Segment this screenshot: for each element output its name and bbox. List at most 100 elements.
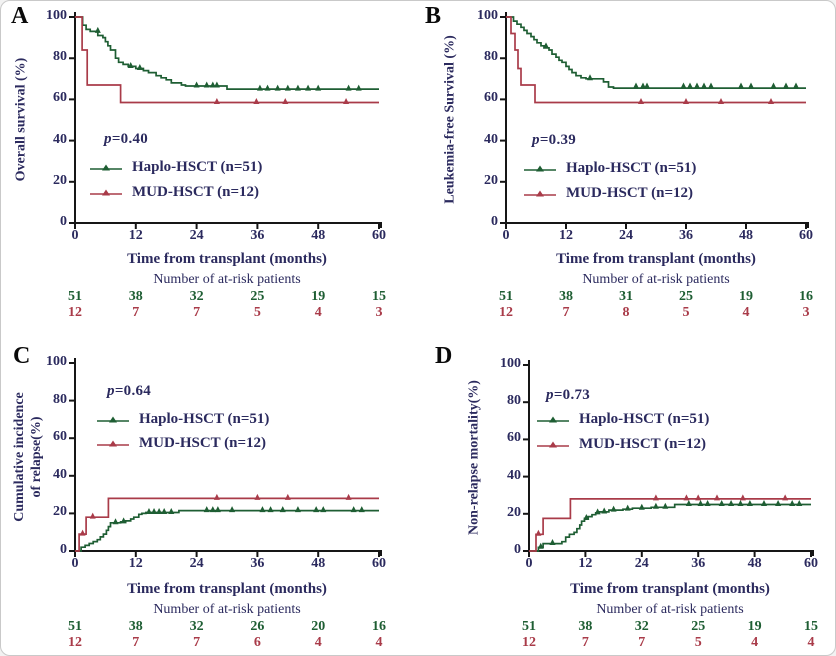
censor-mark <box>685 500 692 506</box>
censor-mark <box>264 84 271 91</box>
y-tick-label: 0 <box>514 542 521 557</box>
at-risk-count: 16 <box>372 619 386 634</box>
at-risk-count: 51 <box>68 289 82 304</box>
censor-mark <box>746 500 753 506</box>
x-tick-label: 48 <box>311 228 326 243</box>
x-tick-label: 24 <box>634 556 649 571</box>
censor-mark <box>662 502 669 509</box>
censor-mark <box>728 500 735 506</box>
at-risk-count: 4 <box>751 635 759 650</box>
legend-mud: MUD-HSCT (n=12) <box>523 185 693 202</box>
censor-mark <box>203 81 210 88</box>
censor-mark <box>687 82 693 89</box>
y-tick-label: 60 <box>507 430 521 446</box>
censor-mark <box>209 81 216 88</box>
at-risk-count: 32 <box>189 619 204 634</box>
km-curve-haplo <box>506 16 806 89</box>
p-symbol: p <box>104 131 112 147</box>
censor-mark <box>782 494 789 501</box>
at-risk-count: 8 <box>622 305 630 320</box>
y-tick-label: 20 <box>53 172 67 188</box>
panel-leukemia-free-survival: B Leukemia-free Survival (%) p=0.39 Hapl… <box>419 1 835 329</box>
at-risk-count: 7 <box>132 635 140 650</box>
censor-mark <box>652 502 659 509</box>
legend-haplo-label: Haplo-HSCT (n=51) <box>139 411 270 427</box>
x-tick-label: 24 <box>189 556 204 571</box>
y-tick-label: 20 <box>53 504 67 520</box>
legend-haplo: Haplo-HSCT (n=51) <box>523 160 696 177</box>
x-tick-label: 12 <box>128 556 143 571</box>
at-risk-title: Number of at-risk patients <box>153 272 301 287</box>
y-tick-label: 20 <box>507 504 521 520</box>
x-tick-label: 12 <box>578 556 593 571</box>
axes <box>74 358 382 556</box>
mud-marker-icon <box>90 189 122 195</box>
censor-mark <box>680 82 687 89</box>
haplo-marker-icon <box>97 416 129 422</box>
km-curve-mud <box>75 16 379 104</box>
haplo-marker-icon <box>537 416 569 422</box>
at-risk-count: 12 <box>68 635 82 650</box>
censor-mark <box>694 82 700 89</box>
x-axis-title: Time from transplant (months) <box>556 251 756 267</box>
censor-mark <box>718 97 724 104</box>
p-value: p=0.73 <box>546 387 590 404</box>
p-value: p=0.39 <box>532 132 576 149</box>
censor-mark <box>652 494 659 501</box>
x-axis-title: Time from transplant (months) <box>127 581 327 597</box>
at-risk-count: 7 <box>193 305 201 320</box>
censor-mark <box>145 507 152 514</box>
censor-mark <box>89 512 96 519</box>
at-risk-title: Number of at-risk patients <box>596 602 744 617</box>
axes <box>528 360 814 556</box>
censor-mark <box>796 500 803 506</box>
x-tick-label: 48 <box>739 228 753 243</box>
panel-label: A <box>11 3 29 29</box>
p-number: =0.64 <box>114 383 152 399</box>
y-tick-label: 80 <box>507 393 521 409</box>
panel-cumulative-incidence-relapse: C Cumulative incidence of relapse(%) p=0… <box>1 331 419 655</box>
km-curve-mud <box>529 498 811 552</box>
at-risk-title: Number of at-risk patients <box>153 602 301 617</box>
y-tick-label: 60 <box>484 90 498 106</box>
km-curve-haplo <box>75 16 379 90</box>
censor-mark <box>770 82 777 89</box>
at-risk-count: 19 <box>747 619 762 634</box>
at-risk-count: 20 <box>311 619 326 634</box>
x-axis-title: Time from transplant (months) <box>570 581 770 597</box>
p-value: p=0.40 <box>104 131 148 148</box>
p-number: =0.73 <box>553 387 591 403</box>
km-curve-mud <box>506 16 806 104</box>
haplo-marker-icon <box>524 165 556 171</box>
mud-marker-icon <box>97 440 129 446</box>
y-tick-label: 100 <box>500 356 521 371</box>
censor-mark <box>136 64 143 70</box>
at-risk-count: 51 <box>68 619 82 634</box>
censor-mark <box>638 97 644 104</box>
legend-haplo-label: Haplo-HSCT (n=51) <box>132 159 263 175</box>
censor-mark <box>313 506 320 513</box>
at-risk-count: 3 <box>802 305 810 320</box>
censor-mark <box>789 500 796 506</box>
y-tick-label: 0 <box>491 214 498 229</box>
censor-mark <box>718 500 725 506</box>
legend-haplo-label: Haplo-HSCT (n=51) <box>566 160 697 176</box>
censor-mark <box>203 506 210 513</box>
censor-mark <box>345 493 352 500</box>
y-tick-label: 80 <box>53 49 67 65</box>
at-risk-count: 4 <box>807 635 815 650</box>
at-risk-count: 7 <box>581 635 589 650</box>
censor-mark <box>714 494 720 501</box>
censor-mark <box>284 493 291 500</box>
x-tick-label: 60 <box>372 228 386 243</box>
km-plot <box>69 358 382 557</box>
at-risk-count: 4 <box>742 305 750 320</box>
censor-mark <box>256 84 263 91</box>
censor-mark <box>537 542 544 549</box>
at-risk-count: 16 <box>799 289 813 304</box>
x-tick-label: 12 <box>559 228 573 243</box>
censor-mark <box>549 539 556 546</box>
at-risk-count: 26 <box>250 619 265 634</box>
censor-mark <box>543 42 549 49</box>
x-tick-label: 24 <box>189 228 204 243</box>
